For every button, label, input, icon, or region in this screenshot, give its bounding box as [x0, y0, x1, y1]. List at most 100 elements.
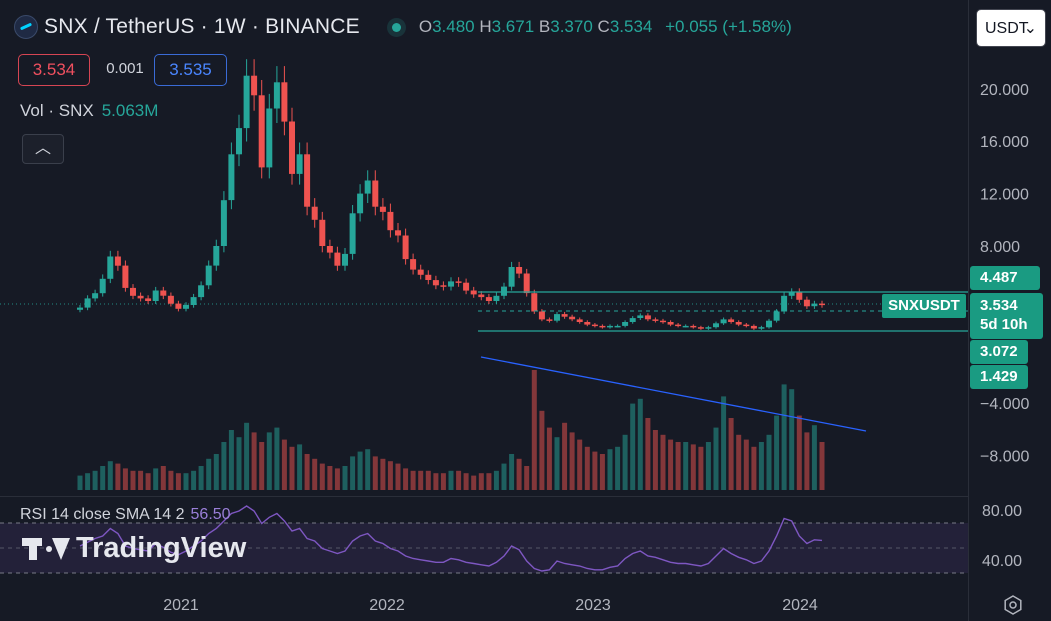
- candle: [758, 327, 765, 329]
- candle: [243, 75, 250, 129]
- volume-bar: [130, 470, 136, 490]
- candle: [410, 259, 417, 270]
- gear-icon[interactable]: [1002, 594, 1024, 616]
- bar-countdown: 5d 10h: [980, 316, 1028, 333]
- candle: [440, 285, 447, 287]
- rsi-y-tick-label: 80.00: [982, 503, 1022, 520]
- volume-bar: [281, 439, 287, 490]
- close-value: 3.534: [609, 17, 653, 36]
- collapse-legend-button[interactable]: ︿: [22, 134, 64, 164]
- volume-bar: [630, 403, 636, 490]
- low-value: 3.370: [550, 17, 593, 36]
- volume-bar: [751, 446, 757, 490]
- candle: [326, 246, 333, 253]
- volume-bar: [138, 470, 144, 490]
- candle: [160, 290, 167, 296]
- volume-bar: [319, 463, 325, 490]
- candle: [448, 281, 454, 287]
- volume-bar: [493, 470, 499, 490]
- volume-bar: [509, 454, 515, 490]
- candle: [296, 154, 303, 174]
- volume-bar: [297, 444, 303, 490]
- volume-bar: [645, 418, 651, 490]
- symbol-title[interactable]: SNX / TetherUS · 1W · BINANCE: [44, 15, 360, 38]
- volume-bar: [683, 442, 689, 490]
- volume-label: Vol · SNX: [20, 101, 94, 120]
- volume-bar: [592, 451, 598, 490]
- volume-bar: [562, 422, 568, 490]
- high-label: H: [479, 17, 492, 36]
- price-tag-upper: 4.487: [970, 266, 1040, 290]
- candle: [273, 82, 280, 109]
- candle: [190, 297, 197, 305]
- volume-bar: [107, 461, 113, 490]
- candle: [228, 154, 235, 201]
- volume-bar: [221, 442, 227, 490]
- volume-bar: [327, 466, 333, 490]
- candle: [99, 278, 106, 294]
- buy-price-button[interactable]: 3.535: [154, 54, 227, 86]
- volume-bar: [160, 466, 166, 490]
- close-label: C: [597, 17, 610, 36]
- volume-bar: [774, 415, 780, 490]
- candle: [114, 256, 121, 266]
- volume-bar: [206, 458, 212, 490]
- volume-bar: [403, 468, 409, 490]
- candle: [622, 322, 629, 326]
- volume-bar: [145, 473, 151, 490]
- candle: [644, 315, 651, 320]
- volume-bar: [153, 468, 159, 490]
- candle: [236, 128, 242, 155]
- rsi-line: [79, 505, 823, 572]
- candle: [137, 295, 144, 299]
- volume-bar: [372, 456, 378, 490]
- candle: [667, 322, 674, 325]
- candle: [493, 295, 500, 301]
- volume-bar: [433, 473, 439, 490]
- volume-bar: [660, 434, 666, 490]
- volume-bar: [705, 442, 711, 490]
- candle: [819, 303, 825, 306]
- candle: [387, 211, 394, 231]
- sell-price-button[interactable]: 3.534: [18, 54, 90, 86]
- volume-bar: [713, 427, 719, 490]
- volume-bar: [463, 473, 469, 490]
- volume-bar: [569, 432, 575, 490]
- candle: [735, 322, 742, 325]
- pane-divider: [0, 496, 968, 497]
- price-tag-lower: 3.072: [970, 340, 1028, 364]
- volume-bar: [584, 446, 590, 490]
- volume-bar: [100, 466, 106, 490]
- candle: [720, 319, 727, 324]
- volume-bar: [577, 439, 583, 490]
- currency-select[interactable]: USDT ⌄: [976, 9, 1046, 47]
- volume-bar: [191, 470, 197, 490]
- market-open-status-icon: [391, 22, 401, 32]
- candle: [334, 252, 341, 266]
- volume-bar: [365, 449, 371, 490]
- candle: [629, 318, 636, 322]
- volume-bar: [539, 410, 545, 490]
- volume-bar: [766, 434, 772, 490]
- candle: [569, 316, 576, 320]
- volume-value: 5.063M: [101, 101, 159, 120]
- candle: [304, 154, 311, 207]
- snx-coin-icon: [14, 15, 38, 39]
- y-tick-label: −4.000: [980, 396, 1029, 413]
- current-price-value: 3.534: [980, 297, 1018, 314]
- volume-bar: [615, 446, 621, 490]
- rsi-legend: RSI 14 close SMA 14 2 56.50: [20, 506, 231, 524]
- candle: [682, 325, 689, 328]
- candle: [523, 273, 530, 294]
- candle: [561, 314, 568, 317]
- candle: [281, 82, 288, 122]
- volume-bar: [259, 442, 265, 490]
- volume-bar: [228, 430, 234, 490]
- volume-bar: [758, 442, 764, 490]
- candle: [470, 290, 477, 295]
- open-label: O: [418, 17, 433, 36]
- volume-bar: [357, 451, 363, 490]
- candle: [803, 299, 810, 307]
- volume-bar: [183, 473, 189, 490]
